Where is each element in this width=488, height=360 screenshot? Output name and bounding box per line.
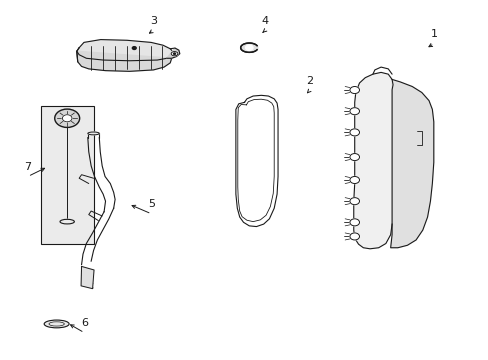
Circle shape — [132, 47, 136, 49]
Polygon shape — [390, 80, 433, 248]
Circle shape — [349, 129, 359, 136]
Circle shape — [349, 108, 359, 115]
Polygon shape — [245, 45, 252, 50]
Polygon shape — [240, 43, 257, 52]
Ellipse shape — [88, 132, 99, 135]
Text: 3: 3 — [150, 15, 157, 26]
Text: 5: 5 — [148, 199, 155, 209]
Polygon shape — [77, 51, 171, 71]
Polygon shape — [81, 266, 94, 289]
Text: 4: 4 — [261, 15, 268, 26]
Circle shape — [349, 198, 359, 205]
Ellipse shape — [60, 219, 74, 224]
Circle shape — [349, 154, 359, 161]
Bar — [41, 106, 93, 243]
Polygon shape — [166, 48, 180, 58]
Polygon shape — [353, 72, 392, 249]
Ellipse shape — [44, 320, 69, 328]
Circle shape — [173, 53, 175, 54]
Polygon shape — [77, 40, 173, 61]
Text: 6: 6 — [81, 318, 88, 328]
Circle shape — [55, 109, 80, 127]
Circle shape — [349, 176, 359, 184]
Circle shape — [349, 233, 359, 240]
Text: 2: 2 — [305, 76, 313, 86]
Circle shape — [349, 86, 359, 94]
Text: 1: 1 — [430, 28, 437, 39]
Text: 7: 7 — [24, 162, 31, 172]
Circle shape — [349, 219, 359, 226]
Ellipse shape — [49, 322, 64, 326]
Circle shape — [62, 115, 72, 122]
Ellipse shape — [171, 51, 178, 56]
